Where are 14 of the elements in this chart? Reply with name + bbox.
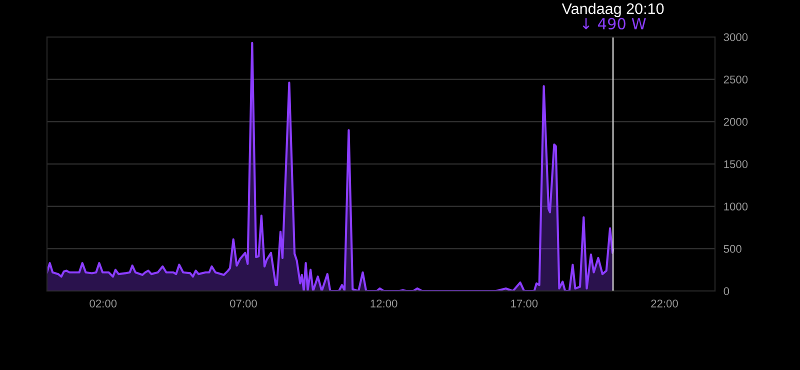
y-tick-label: 1000 [724, 202, 748, 210]
y-tick-label: 1500 [724, 160, 748, 168]
y-tick-label: 500 [724, 244, 742, 253]
y-tick-label: 0 [724, 287, 730, 296]
ref-line-label: Vandaag 20:10 [562, 2, 664, 18]
y-tick-label: 3000 [724, 33, 748, 42]
x-tick-label: 02:00 [90, 300, 117, 308]
x-tick-label: 12:00 [370, 300, 398, 308]
y-tick-label: 2500 [724, 76, 748, 84]
text: ↓ 490 W [582, 18, 646, 30]
x-tick-label: 17:00 [511, 300, 538, 308]
x-tick-label: 07:00 [230, 300, 257, 308]
x-tick-label: 22:00 [651, 300, 678, 308]
y-tick-label: 2000 [724, 118, 748, 126]
